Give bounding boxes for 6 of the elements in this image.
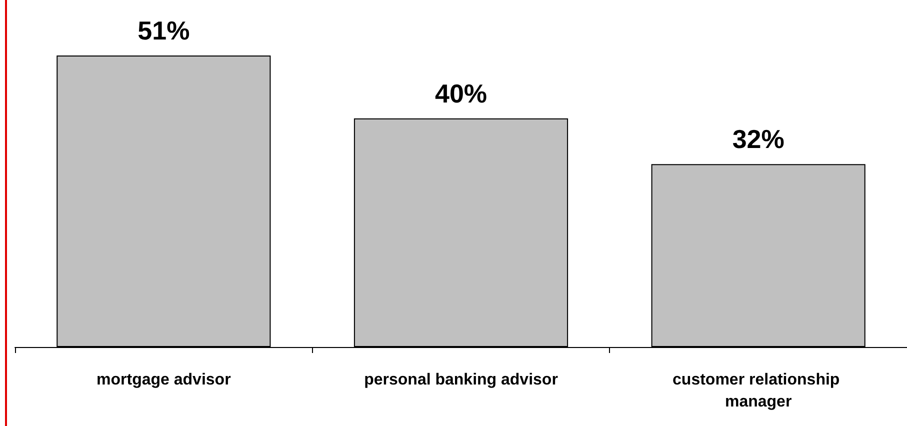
data-label: 51% xyxy=(138,15,190,46)
x-tick-label: mortgage advisor xyxy=(96,372,231,388)
data-label: 40% xyxy=(434,78,488,108)
x-tick-label: personal banking advisor xyxy=(364,372,558,388)
x-tick-label: customer relationship manager xyxy=(672,372,844,410)
data-label: 32% xyxy=(732,124,784,154)
